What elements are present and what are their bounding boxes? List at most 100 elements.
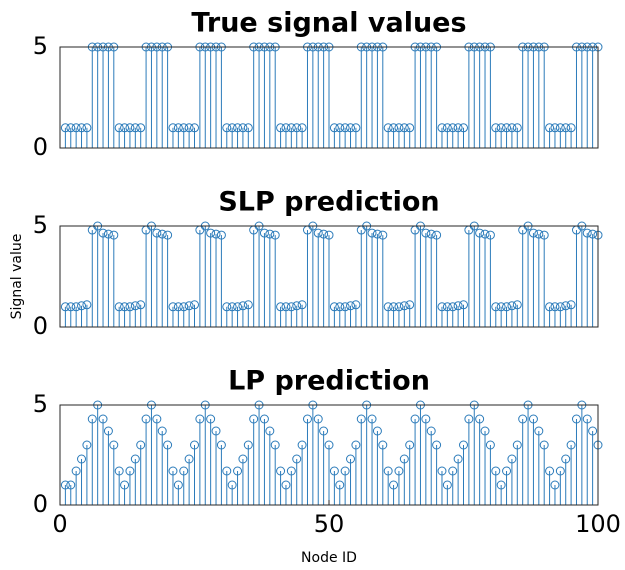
y-tick-label: 5	[33, 32, 48, 60]
stem-marker	[442, 123, 452, 133]
stem-marker	[528, 228, 538, 238]
stem-marker	[281, 480, 291, 490]
stem-marker	[82, 440, 92, 450]
stem-marker	[82, 300, 92, 310]
stem-marker	[136, 300, 146, 310]
stem-marker	[448, 302, 458, 312]
stem-marker	[367, 414, 377, 424]
stem-marker	[227, 302, 237, 312]
stem-marker	[249, 414, 259, 424]
stem-marker	[340, 123, 350, 133]
stem-marker	[173, 480, 183, 490]
stem-marker	[545, 466, 555, 476]
stem-marker	[378, 440, 388, 450]
stem-marker	[125, 123, 135, 133]
stem-marker	[60, 302, 70, 312]
stem-marker	[367, 228, 377, 238]
stem-marker	[442, 302, 452, 312]
stem-marker	[227, 123, 237, 133]
stem-marker	[265, 426, 275, 436]
stem-marker	[297, 300, 307, 310]
stem-marker	[114, 466, 124, 476]
stem-marker	[206, 228, 216, 238]
stem-marker	[329, 302, 339, 312]
stem-marker	[98, 414, 108, 424]
stem-marker	[238, 454, 248, 464]
stem-marker	[475, 228, 485, 238]
x-tick-label: 100	[575, 510, 621, 538]
stem-marker	[141, 414, 151, 424]
stem-marker	[173, 123, 183, 133]
stem-marker	[432, 230, 442, 240]
stem-marker	[270, 230, 280, 240]
stem-marker	[313, 228, 323, 238]
stem-marker	[329, 123, 339, 133]
stem-marker	[372, 229, 382, 239]
stem-marker	[459, 440, 468, 450]
x-axis-label: Node ID	[301, 550, 357, 566]
stem-marker	[453, 454, 463, 464]
stem-marker	[313, 414, 323, 424]
stem-marker	[356, 414, 366, 424]
stem-marker	[399, 301, 409, 311]
stem-marker	[259, 228, 269, 238]
stem-marker	[566, 300, 576, 310]
stem-marker	[561, 454, 571, 464]
stem-marker	[206, 414, 216, 424]
stem-marker	[168, 302, 178, 312]
stem-marker	[66, 480, 76, 490]
stem-marker	[437, 466, 447, 476]
stem-marker	[184, 301, 194, 311]
stem-marker	[502, 123, 512, 133]
stem-marker	[448, 466, 458, 476]
stem-marker	[389, 123, 399, 133]
x-tick-label: 0	[52, 510, 67, 538]
stem-marker	[120, 123, 130, 133]
stem-marker	[534, 426, 544, 436]
stem-marker	[125, 466, 135, 476]
stem-marker	[555, 466, 565, 476]
stem-marker	[351, 300, 361, 310]
stem-marker	[265, 229, 275, 239]
stem-marker	[77, 454, 87, 464]
stem-marker	[120, 480, 130, 490]
stem-marker	[114, 302, 124, 312]
stem-marker	[512, 440, 522, 450]
stem-marker	[491, 123, 501, 133]
stem-marker	[335, 302, 345, 312]
stem-marker	[109, 230, 119, 240]
stem-marker	[518, 414, 528, 424]
stem-marker	[179, 466, 189, 476]
y-tick-label: 0	[33, 490, 48, 518]
stem-marker	[340, 466, 350, 476]
stem-marker	[410, 414, 420, 424]
stem-marker	[292, 123, 302, 133]
stem-marker	[442, 480, 452, 490]
stem-marker	[383, 123, 393, 133]
stem-marker	[459, 123, 468, 133]
stem-marker	[507, 454, 517, 464]
stem-marker	[190, 123, 199, 133]
stem-marker	[571, 414, 581, 424]
stem-marker	[561, 301, 571, 311]
stem-marker	[399, 454, 409, 464]
stem-marker	[77, 301, 87, 311]
stem-marker	[394, 123, 404, 133]
stem-marker	[566, 123, 576, 133]
stem-marker	[130, 301, 140, 311]
axes-box	[59, 46, 599, 149]
stem-marker	[71, 123, 81, 133]
stem-marker	[351, 123, 361, 133]
stem-marker	[222, 302, 232, 312]
stem-marker	[378, 230, 388, 240]
stem-marker	[114, 123, 124, 133]
axes-box	[59, 225, 599, 328]
stem-marker	[130, 123, 140, 133]
stem-marker	[324, 230, 334, 240]
stem-marker	[152, 414, 162, 424]
stem-marker	[109, 440, 119, 450]
stem-marker	[582, 228, 592, 238]
stem-marker	[60, 123, 70, 133]
stem-marker	[324, 440, 334, 450]
